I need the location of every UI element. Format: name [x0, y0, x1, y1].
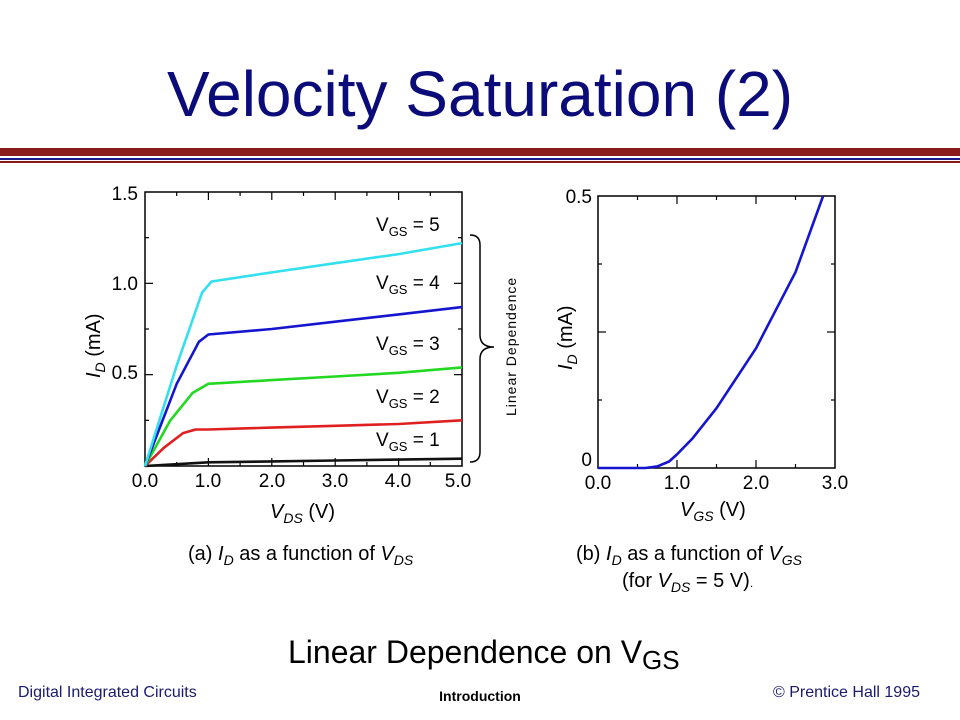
footer-section: Introduction [439, 688, 521, 704]
chart-b-frame [597, 195, 836, 469]
footer-copyright: © Prentice Hall 1995 [773, 684, 920, 701]
series-label-vgs5: VGS = 5 [376, 215, 440, 239]
chart-a-series-line-1 [144, 419, 463, 467]
chart-a-xtick: 2.0 [259, 471, 285, 492]
chart-a-series-line-4 [143, 241, 463, 467]
chart-a: 0.5 1.0 1.5 0.0 1.0 2.0 3.0 4.0 5.0 VDS … [83, 184, 519, 568]
chart-b-xtick: 2.0 [743, 473, 769, 494]
chart-a-xtick: 0.0 [132, 471, 158, 492]
chart-a-ytick: 0.5 [112, 363, 138, 384]
chart-a-xlabel: VDS (V) [270, 501, 335, 526]
chart-a-ylabel: ID (mA) [83, 313, 108, 378]
chart-a-xtick: 4.0 [385, 471, 411, 492]
chart-a-caption: (a) ID as a function of VDS [188, 543, 414, 568]
series-label-vgs3: VGS = 3 [376, 334, 440, 358]
chart-a-series-line-0 [144, 457, 463, 468]
chart-b: 0.5 0 0.0 1.0 2.0 3.0 VGS (V) ID (mA) (b… [555, 187, 848, 595]
chart-b-caption: (b) ID as a function of VGS [576, 543, 803, 568]
linear-dependence-label: Linear Dependence [503, 277, 519, 416]
chart-a-ytick: 1.5 [112, 184, 138, 205]
title-rule-red-thin [0, 161, 960, 163]
chart-b-ytick: 0 [581, 450, 592, 471]
linear-dependence-brace [469, 234, 495, 463]
chart-b-caption-line2: (for VDS = 5 V). [622, 570, 753, 595]
footer-course-title: Digital Integrated Circuits [18, 684, 197, 701]
chart-b-xtick: 1.0 [664, 473, 690, 494]
series-label-vgs4: VGS = 4 [376, 273, 440, 297]
chart-a-xtick: 5.0 [445, 471, 471, 492]
chart-a-series-line-2 [143, 366, 463, 467]
chart-a-xtick: 3.0 [322, 471, 348, 492]
chart-b-ylabel: ID (mA) [555, 305, 580, 370]
slide-title: Velocity Saturation (2) [166, 58, 794, 130]
chart-a-ytick: 1.0 [112, 274, 138, 295]
series-label-vgs2: VGS = 2 [376, 387, 440, 411]
chart-b-series-line-0 [598, 195, 825, 470]
series-label-vgs1: VGS = 1 [376, 430, 440, 454]
chart-b-xtick: 3.0 [822, 473, 848, 494]
bottom-statement: Linear Dependence on VGS [288, 634, 680, 675]
chart-b-xtick: 0.0 [585, 473, 611, 494]
chart-b-ytick: 0.5 [566, 187, 592, 208]
title-rule-red [0, 148, 960, 156]
chart-a-series-line-3 [143, 305, 463, 467]
title-rule-blue [0, 158, 960, 160]
chart-b-xlabel: VGS (V) [680, 499, 746, 524]
chart-a-xtick: 1.0 [195, 471, 221, 492]
